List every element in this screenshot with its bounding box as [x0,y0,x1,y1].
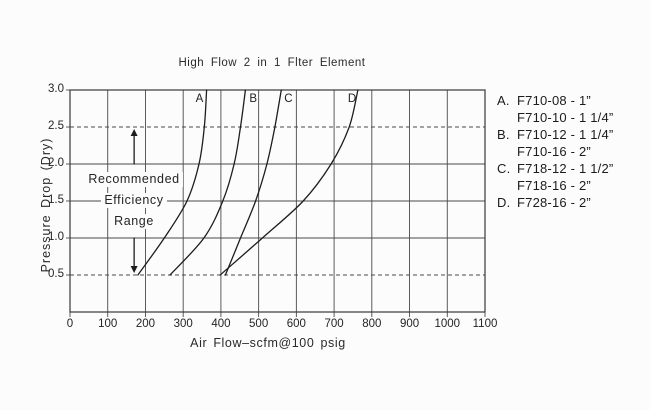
legend-row: F710-10 - 1 1/4” [497,109,613,126]
annotation-text-efficiency: Efficiency [101,193,167,208]
legend-series-key: A. [497,93,510,108]
legend-series-key: C. [497,161,511,176]
x-tick-label: 600 [286,318,306,330]
legend-model: F728-16 - 2” [517,195,591,210]
annotation-line: Efficiency [82,192,186,213]
chart-title: High Flow 2 in 1 Flter Element [178,57,366,69]
legend-row: B. F710-12 - 1 1/4” [497,126,613,143]
x-axis-label: Air Flow–scfm@100 psig [190,336,346,350]
x-tick-label: 1000 [434,318,461,330]
y-tick-label: 3.0 [48,83,64,95]
curve-B [169,89,247,276]
x-tick-label: 300 [173,318,193,330]
x-tick-label: 700 [324,318,344,330]
x-tick-label: 400 [211,318,231,330]
y-tick-label: 2.5 [48,120,64,132]
curve-label-B: B [249,93,257,105]
y-tick-label: 2.0 [48,157,64,169]
legend-model: F710-16 - 2” [517,144,591,159]
legend-row: A. F710-08 - 1” [497,92,613,109]
legend-series-key: B. [497,127,510,142]
legend: A. F710-08 - 1” F710-10 - 1 1/4” B. F710-1… [497,92,613,211]
legend-row: C. F718-12 - 1 1/2” [497,160,613,177]
curve-A [137,89,208,276]
legend-row: F718-16 - 2” [497,177,613,194]
x-tick-label: 1100 [472,318,498,330]
legend-model: F710-10 - 1 1/4” [517,110,614,125]
legend-model: F710-08 - 1” [517,93,591,108]
legend-model: F718-12 - 1 1/2” [517,161,614,176]
legend-series-key [497,177,517,194]
curve-label-C: C [284,93,292,105]
annotation-text-range: Range [111,214,157,229]
legend-series-key [497,143,517,160]
legend-series-key [497,109,517,126]
x-tick-label: 800 [362,318,382,330]
y-tick-label: 1.5 [48,194,64,206]
x-tick-label: 0 [66,318,74,330]
legend-row: F710-16 - 2” [497,143,613,160]
x-tick-label: 900 [399,318,420,330]
recommended-range-annotation: Recommended Efficiency Range [82,171,186,234]
x-tick-label: 500 [249,318,269,330]
legend-series-key: D. [497,195,511,210]
annotation-line: Recommended [82,171,186,192]
up-arrow-icon [130,129,138,136]
down-arrow-icon [130,266,138,273]
curve-C [224,89,282,276]
annotation-text-recommended: Recommended [85,172,183,187]
x-tick-label: 200 [135,318,156,330]
curve-label-D: D [348,93,356,105]
y-tick-label: 1.0 [48,231,64,243]
curve-label-A: A [196,93,204,105]
curve-D [219,89,359,276]
plot-border [69,89,486,313]
annotation-line: Range [82,213,186,234]
legend-row: D. F728-16 - 2” [497,194,613,211]
legend-model: F710-12 - 1 1/4” [517,127,614,142]
legend-model: F718-16 - 2” [517,178,591,193]
x-tick-label: 100 [98,318,118,330]
y-tick-label: 0.5 [48,268,64,280]
